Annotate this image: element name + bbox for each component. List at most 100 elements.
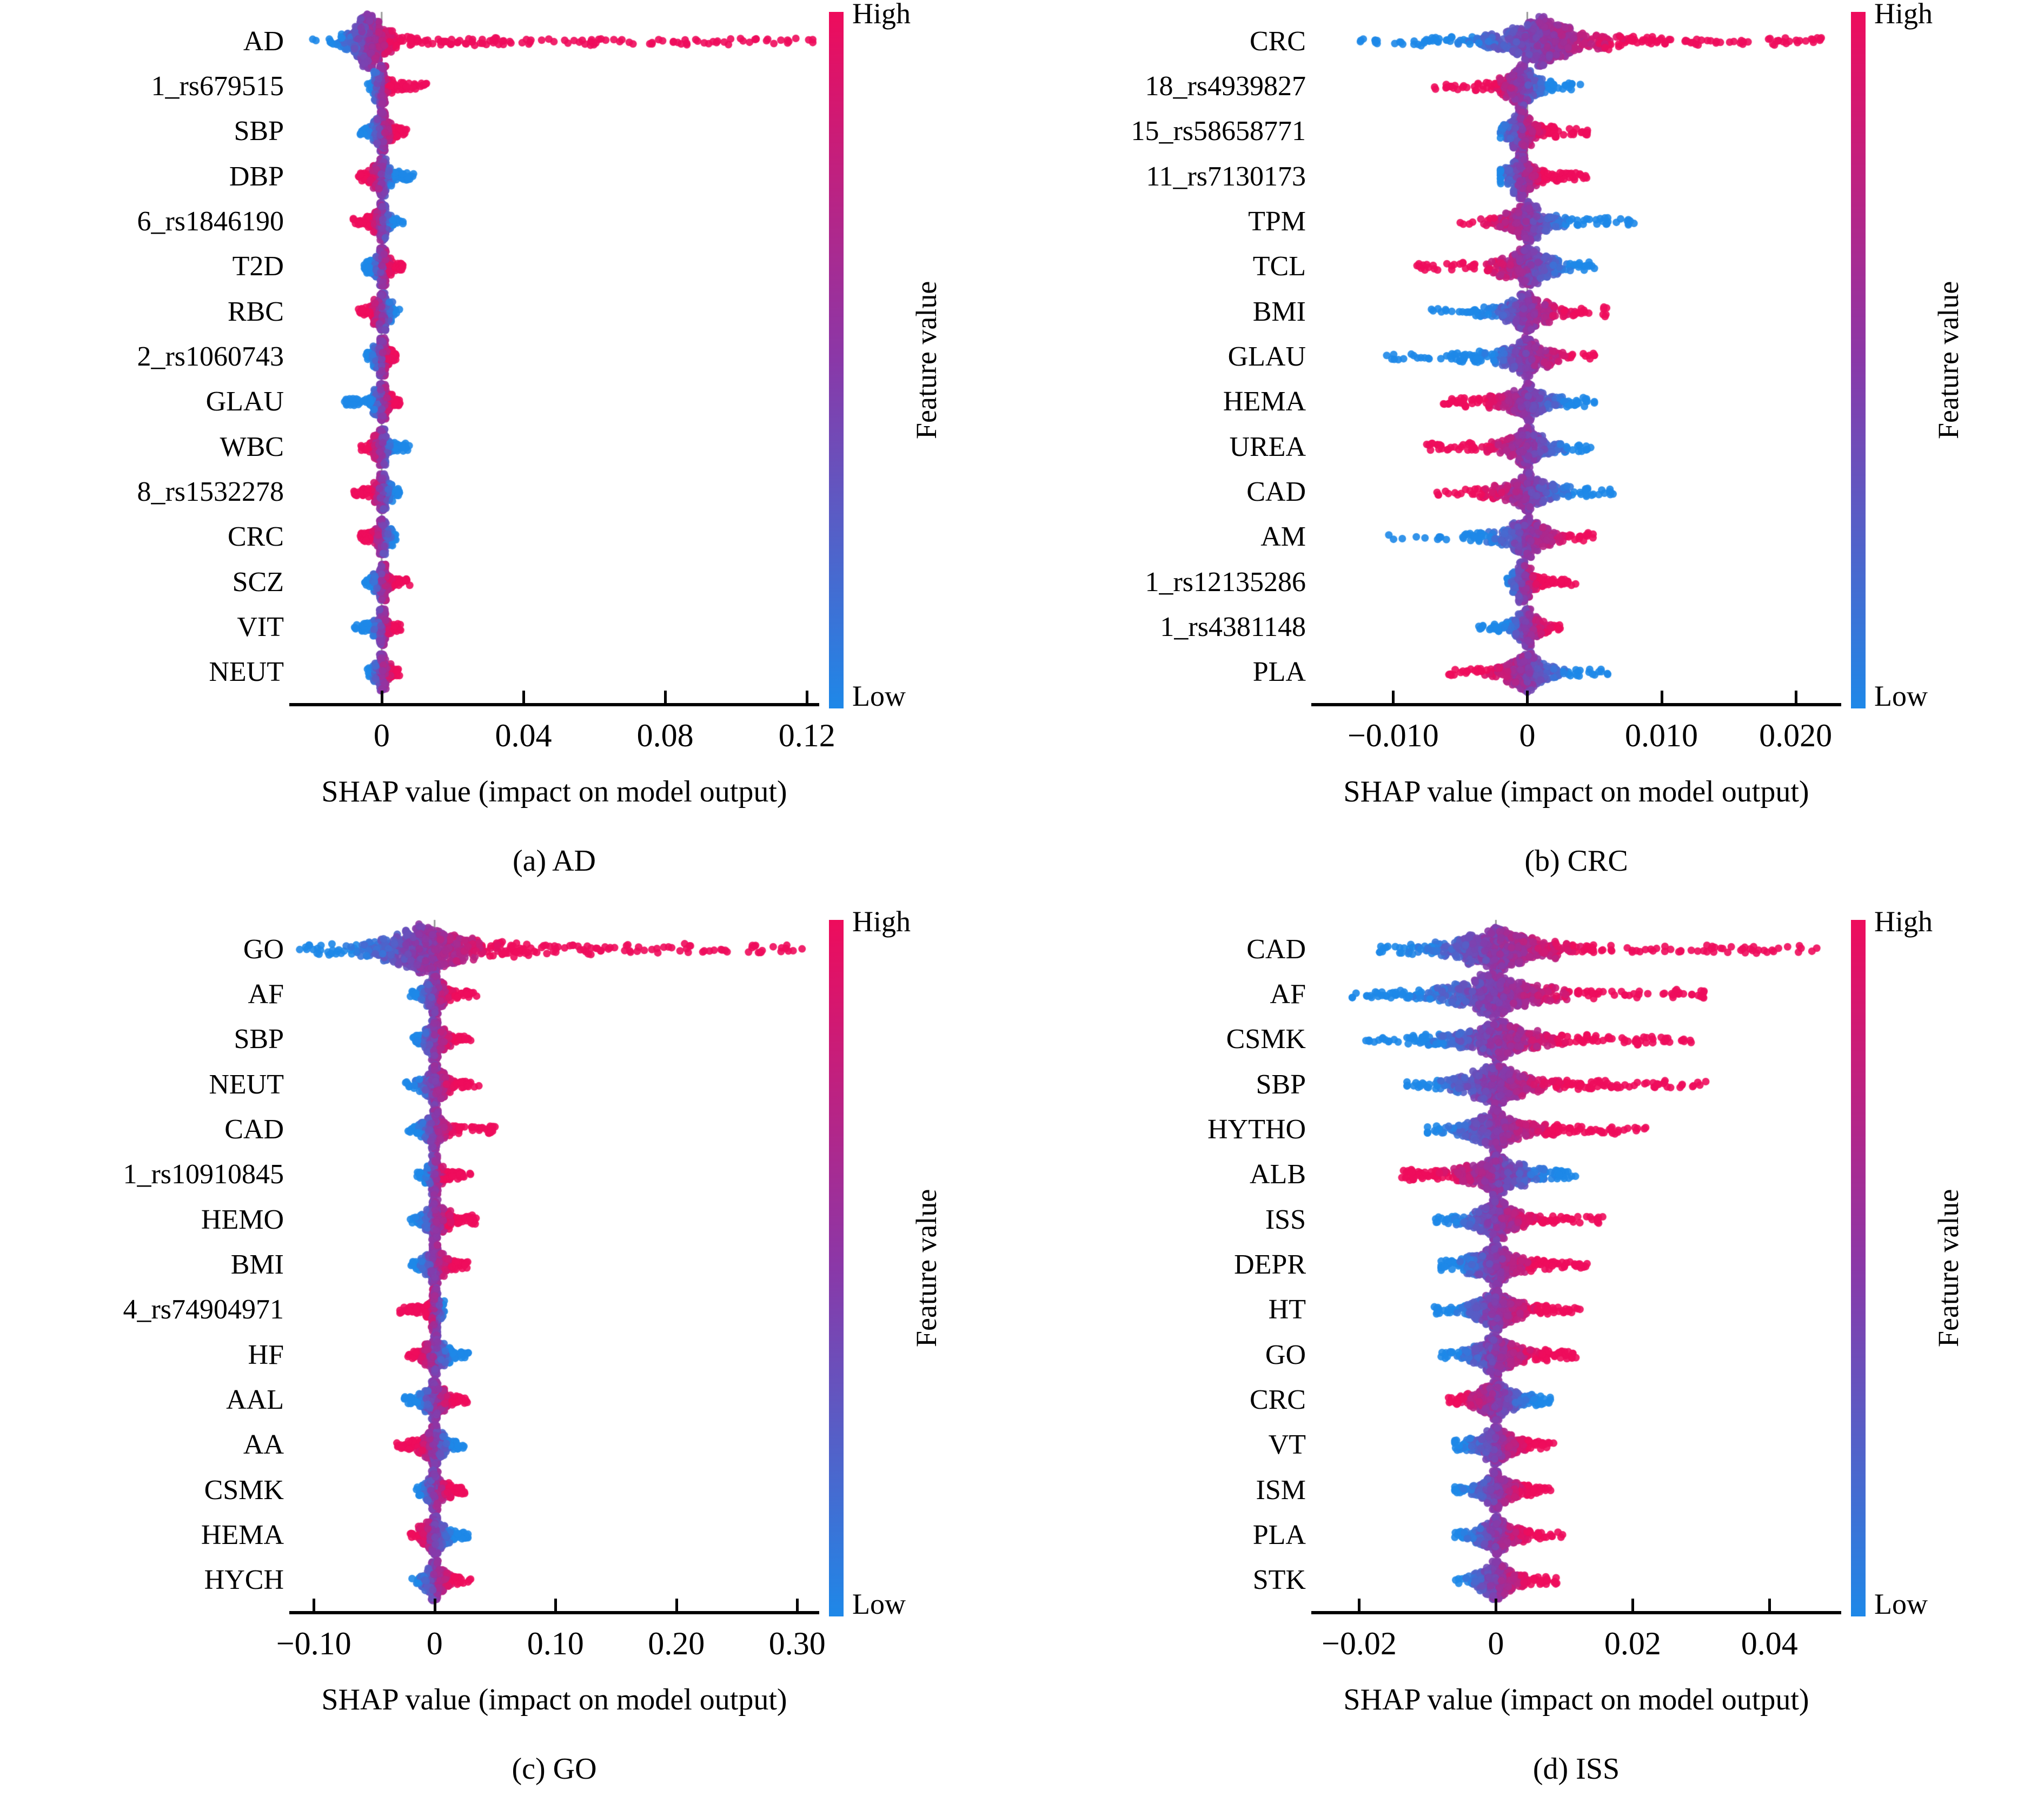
feature-label: AM bbox=[1260, 521, 1306, 553]
feature-value-colorbar bbox=[829, 920, 844, 1616]
feature-label: AF bbox=[1270, 979, 1306, 1010]
x-tick-label: 0 bbox=[1488, 1626, 1504, 1661]
subplot-caption: (a) AD bbox=[513, 844, 596, 878]
beeswarm-canvas bbox=[292, 5, 817, 703]
feature-label: SCZ bbox=[232, 566, 284, 598]
feature-label: UREA bbox=[1229, 431, 1306, 462]
feature-label: DBP bbox=[229, 161, 284, 192]
feature-label: HEMO bbox=[201, 1204, 284, 1235]
x-tick-label: 0 bbox=[1519, 718, 1536, 753]
feature-label: CRC bbox=[227, 521, 284, 553]
feature-label: 6_rs1846190 bbox=[137, 206, 284, 237]
colorbar-high-label: High bbox=[1874, 0, 1933, 30]
subplot-d-iss: CAD AF CSMK SBP HYTHO ALB ISS DEPR HT GO CRC VT ISM P… bbox=[1022, 905, 2044, 1816]
colorbar-title: Feature value bbox=[1932, 1189, 1965, 1348]
beeswarm-canvas bbox=[292, 913, 817, 1611]
feature-label: AD bbox=[243, 25, 284, 57]
x-axis-line bbox=[1311, 703, 1841, 706]
colorbar-title: Feature value bbox=[910, 281, 943, 440]
colorbar-low-label: Low bbox=[852, 680, 906, 712]
feature-label: AA bbox=[243, 1429, 284, 1461]
feature-label: CSMK bbox=[204, 1474, 284, 1506]
feature-label: CAD bbox=[1246, 476, 1306, 507]
feature-label: NEUT bbox=[209, 1069, 284, 1100]
x-tick-label: 0.020 bbox=[1759, 718, 1833, 753]
feature-label: BMI bbox=[1252, 296, 1306, 327]
feature-label: CRC bbox=[1249, 1384, 1306, 1415]
feature-label: WBC bbox=[220, 431, 284, 462]
x-axis-line bbox=[289, 1611, 819, 1614]
feature-label: DEPR bbox=[1234, 1249, 1306, 1280]
x-tick-mark bbox=[806, 691, 809, 704]
feature-label: HYCH bbox=[204, 1565, 284, 1596]
colorbar-high-label: High bbox=[852, 0, 911, 30]
x-tick-mark bbox=[796, 1599, 799, 1612]
beeswarm-canvas bbox=[1314, 5, 1839, 703]
x-tick-mark bbox=[313, 1599, 316, 1612]
x-tick-label: 0.02 bbox=[1604, 1626, 1661, 1661]
feature-label: STK bbox=[1252, 1565, 1306, 1596]
x-tick-label: −0.10 bbox=[276, 1626, 351, 1661]
x-axis-title: SHAP value (impact on model output) bbox=[1343, 1683, 1809, 1716]
x-tick-label: −0.010 bbox=[1347, 718, 1439, 753]
feature-label: RBC bbox=[227, 296, 284, 327]
feature-label: AF bbox=[248, 979, 284, 1010]
y-axis-feature-labels: CRC 18_rs4939827 15_rs58658771 11_rs7130173… bbox=[1022, 0, 1306, 719]
feature-value-colorbar bbox=[829, 12, 844, 708]
feature-label: 1_rs4381148 bbox=[1160, 612, 1306, 642]
feature-label: HF bbox=[248, 1339, 284, 1370]
x-axis-title: SHAP value (impact on model output) bbox=[1343, 775, 1809, 808]
feature-label: NEUT bbox=[209, 657, 284, 688]
feature-label: 1_rs10910845 bbox=[123, 1159, 284, 1190]
x-axis-line bbox=[1311, 1611, 1841, 1614]
x-tick-mark bbox=[1660, 691, 1663, 704]
x-tick-mark bbox=[380, 691, 383, 704]
feature-label: 1_rs12135286 bbox=[1145, 566, 1306, 598]
y-axis-feature-labels: GO AF SBP NEUT CAD 1_rs10910845 HEMO BMI 4_rs749… bbox=[0, 908, 284, 1627]
x-tick-mark bbox=[433, 1599, 436, 1612]
x-tick-label: 0.04 bbox=[1741, 1626, 1798, 1661]
feature-label: GO bbox=[1265, 1339, 1306, 1370]
feature-label: AAL bbox=[226, 1384, 284, 1415]
feature-label: ISS bbox=[1265, 1204, 1306, 1235]
x-tick-mark bbox=[1768, 1599, 1771, 1612]
x-tick-mark bbox=[1631, 1599, 1635, 1612]
x-tick-label: 0.10 bbox=[527, 1626, 584, 1661]
feature-label: PLA bbox=[1252, 657, 1306, 688]
feature-label: GLAU bbox=[205, 386, 284, 417]
x-axis-title: SHAP value (impact on model output) bbox=[321, 1683, 787, 1716]
feature-label: TPM bbox=[1248, 206, 1306, 237]
colorbar-low-label: Low bbox=[1874, 680, 1928, 712]
x-tick-mark bbox=[554, 1599, 558, 1612]
feature-label: 4_rs74904971 bbox=[123, 1294, 284, 1325]
colorbar-low-label: Low bbox=[852, 1588, 906, 1620]
colorbar-high-label: High bbox=[1874, 905, 1933, 938]
colorbar-title: Feature value bbox=[1932, 281, 1965, 440]
x-tick-label: −0.02 bbox=[1322, 1626, 1397, 1661]
subplot-c-go: GO AF SBP NEUT CAD 1_rs10910845 HEMO BMI 4_rs749… bbox=[0, 905, 1022, 1816]
y-axis-feature-labels: AD 1_rs679515 SBP DBP 6_rs1846190 T2D RBC 2_rs1… bbox=[0, 0, 284, 719]
x-tick-mark bbox=[1526, 691, 1529, 704]
feature-value-colorbar bbox=[1851, 12, 1866, 708]
feature-label: ISM bbox=[1256, 1474, 1306, 1506]
x-tick-mark bbox=[664, 691, 667, 704]
x-tick-label: 0.04 bbox=[495, 718, 552, 753]
subplot-b-crc: CRC 18_rs4939827 15_rs58658771 11_rs7130173… bbox=[1022, 0, 2044, 908]
subplot-caption: (b) CRC bbox=[1524, 844, 1628, 878]
x-tick-label: 0.20 bbox=[648, 1626, 705, 1661]
feature-label: CAD bbox=[1246, 933, 1306, 965]
feature-label: TCL bbox=[1252, 251, 1306, 282]
x-tick-mark bbox=[675, 1599, 678, 1612]
x-tick-label: 0.010 bbox=[1625, 718, 1698, 753]
feature-label: VT bbox=[1268, 1429, 1306, 1461]
y-axis-feature-labels: CAD AF CSMK SBP HYTHO ALB ISS DEPR HT GO CRC VT ISM P… bbox=[1022, 908, 1306, 1627]
x-axis-title: SHAP value (impact on model output) bbox=[321, 775, 787, 808]
feature-label: T2D bbox=[232, 251, 284, 282]
feature-label: HT bbox=[1268, 1294, 1306, 1325]
feature-label: HEMA bbox=[201, 1520, 284, 1550]
colorbar-title: Feature value bbox=[910, 1189, 943, 1348]
feature-label: CSMK bbox=[1226, 1024, 1306, 1055]
feature-label: CRC bbox=[1249, 25, 1306, 57]
subplot-caption: (d) ISS bbox=[1532, 1752, 1620, 1786]
